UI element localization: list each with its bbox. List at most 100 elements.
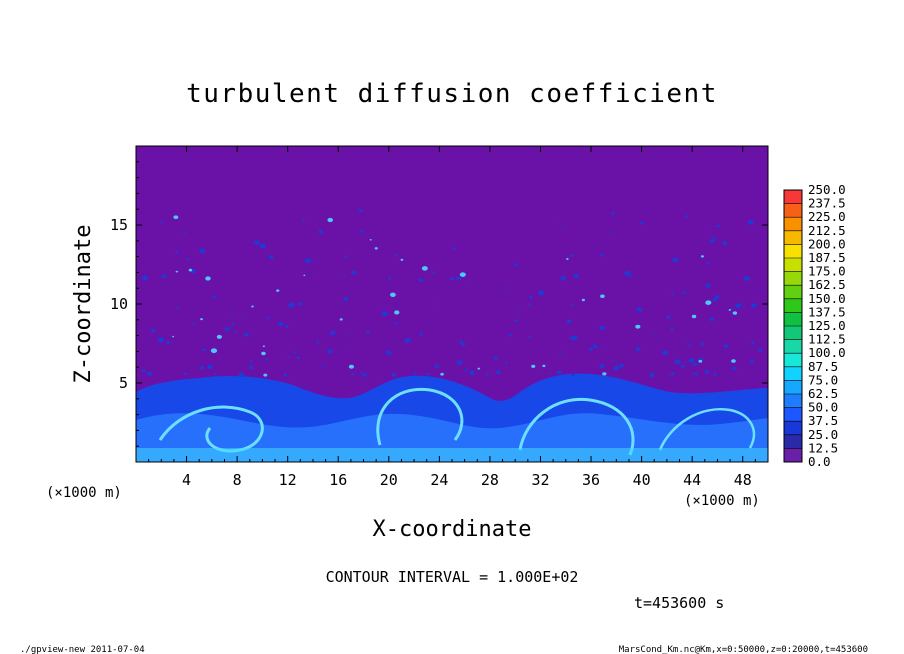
colorbar-band [784,339,802,354]
eddy-blob [569,254,573,257]
eddy-blob [712,298,717,302]
eddy-blob [636,307,643,312]
eddy-1 [158,405,264,453]
eddy-blob [624,271,631,276]
eddy-blob [205,276,211,281]
eddy-blob [327,217,333,223]
colorbar-band [784,230,802,245]
eddy-blob [341,300,344,302]
eddy-blob [571,304,575,307]
eddy-blob [542,364,546,368]
eddy-blob [599,325,605,330]
x-tick-label: 32 [531,471,549,489]
eddy-blob [469,370,475,375]
eddy-blob [254,240,260,245]
colorbar-label: 237.5 [808,196,846,211]
eddy-blob [369,238,372,241]
eddy-blob [670,372,675,376]
eddy-blob [685,214,689,218]
eddy-blob [431,271,435,274]
eddy-blob [296,356,301,360]
eddy-blob [691,314,697,319]
eddy-blob [303,274,306,277]
colorbar-label: 187.5 [808,250,846,265]
eddy-blob [556,370,562,375]
eddy-4 [658,407,756,451]
colorbar-label: 87.5 [808,359,838,374]
colorbar-label: 175.0 [808,264,846,279]
eddy-blob [456,360,463,365]
eddy-blob [348,364,354,369]
colorbar-label: 25.0 [808,427,838,442]
eddy-blob [183,232,186,235]
eddy-blob [459,340,463,344]
eddy-blob [141,275,148,280]
eddy-blob [750,341,755,345]
colorbar-label: 212.5 [808,223,846,238]
eddy-blob [342,275,345,277]
eddy-blob [495,370,501,375]
x-unit-left: (×1000 m) [46,485,122,501]
eddy-blob [588,347,593,351]
eddy-blob [709,317,715,322]
y-tick-label: 15 [110,216,128,234]
eddy-blob [706,261,711,264]
eddy-blob [318,229,324,234]
eddy-blob [251,305,254,308]
eddy-blob [731,359,736,363]
eddy-blob [599,364,605,369]
eddy-blob [404,338,411,343]
eddy-blob [600,253,604,257]
eddy-blob [506,290,509,293]
eddy-2 [376,387,464,446]
eddy-blob [529,296,533,299]
eddy-blob [200,318,203,321]
eddy-blob [515,319,519,322]
colorbar-label: 112.5 [808,332,846,347]
x-tick-label: 48 [734,471,752,489]
eddy-blob [390,292,396,297]
colorbar-band [784,217,802,231]
eddy-blob [321,365,324,368]
eddy-blob [391,373,397,377]
eddy-blob [757,348,762,352]
eddy-blob [505,361,508,364]
colorbar-label: 125.0 [808,318,846,333]
eddy-blob [581,298,585,302]
eddy-blob [710,238,716,243]
eddy-blob [421,266,428,271]
eddy-blob [713,372,717,376]
colorbar-label: 12.5 [808,440,838,455]
eddy-blob [688,358,695,363]
eddy-blob [345,333,348,335]
eddy-blob [267,316,271,319]
time-label: t=453600 s [634,594,724,612]
eddy-blob [172,335,175,338]
eddy-blob [142,369,146,373]
colorbar-label: 50.0 [808,400,838,415]
eddy-blob [212,295,216,299]
eddy-blob [192,322,196,325]
eddy-blob [434,364,439,368]
colorbar-label: 162.5 [808,277,846,292]
x-tick-label: 4 [182,471,191,489]
colorbar: 0.012.525.037.550.062.575.087.5100.0112.… [783,182,846,469]
eddy-blob [693,362,697,366]
eddy-blob [159,221,163,224]
eddy-blob [173,215,179,220]
colorbar-band [784,203,802,218]
colorbar-band [784,298,802,313]
eddy-blob [385,350,392,355]
colorbar-band [784,448,802,462]
eddy-blob [743,276,750,281]
eddy-blob [468,280,471,283]
eddy-blob [312,260,314,262]
eddy-blob [628,275,632,278]
eddy-blob [549,372,552,375]
eddy-blob [262,345,265,348]
colorbar-band [784,271,802,286]
eddy-blob [339,318,343,321]
eddy-blob [351,270,357,275]
eddy-blob [609,231,612,234]
eddy-blob [345,343,348,346]
